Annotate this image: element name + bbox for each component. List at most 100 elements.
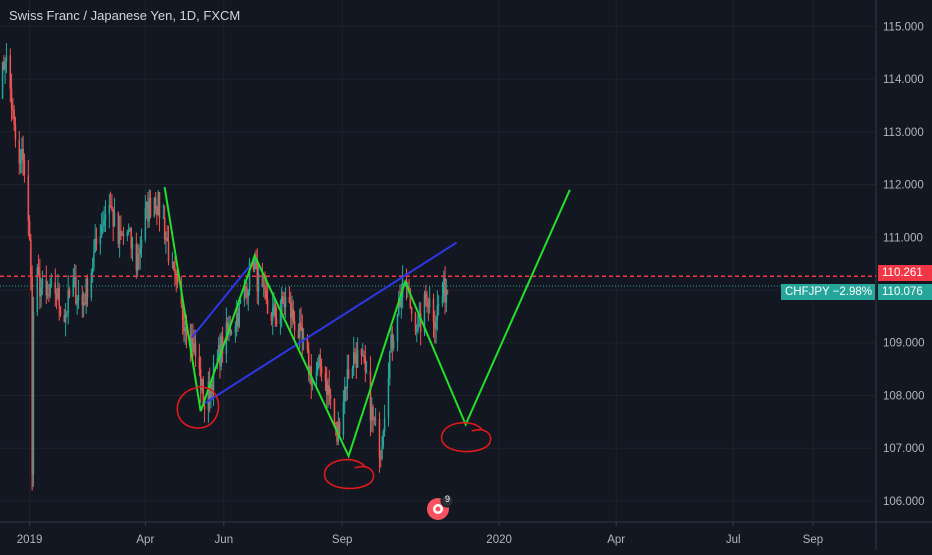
candle-body bbox=[284, 297, 287, 308]
candle-body bbox=[378, 419, 381, 458]
candle-body bbox=[327, 385, 329, 395]
candle-body bbox=[167, 241, 170, 263]
candle-body bbox=[257, 273, 260, 292]
candle-body bbox=[81, 295, 84, 306]
candle-body bbox=[144, 207, 147, 240]
candle-body bbox=[262, 285, 265, 287]
candle-body bbox=[194, 343, 197, 357]
candle-body bbox=[153, 197, 156, 217]
candle-body bbox=[266, 299, 269, 314]
candle-body bbox=[12, 108, 14, 111]
candle-body bbox=[289, 302, 292, 318]
x-tick-label: 2020 bbox=[486, 534, 512, 546]
candle-body bbox=[271, 307, 274, 321]
candle-body bbox=[156, 208, 158, 215]
event-flag-icon bbox=[427, 494, 454, 520]
candle-body bbox=[55, 293, 58, 299]
candle-body bbox=[64, 313, 67, 323]
candle-body bbox=[5, 55, 8, 62]
candle-body bbox=[68, 290, 71, 297]
candle-body bbox=[280, 296, 283, 313]
candle-body bbox=[14, 124, 17, 140]
candle-body bbox=[108, 205, 111, 214]
candle-body bbox=[117, 212, 120, 244]
candle-body bbox=[360, 349, 363, 356]
candle-body bbox=[129, 228, 131, 232]
candle-body bbox=[328, 385, 331, 395]
candle-body bbox=[364, 357, 367, 372]
candle-body bbox=[389, 352, 391, 379]
candle-body bbox=[95, 238, 98, 245]
candle-body bbox=[40, 288, 42, 297]
candle-body bbox=[243, 286, 246, 301]
candle-body bbox=[264, 285, 266, 291]
candle-body bbox=[346, 369, 349, 389]
candle-body bbox=[235, 313, 238, 327]
candle-body bbox=[333, 398, 336, 423]
candle-body bbox=[409, 289, 412, 308]
candle-body bbox=[347, 369, 350, 379]
candle-body bbox=[94, 238, 96, 253]
blue-channel-line bbox=[203, 241, 458, 405]
candle-body bbox=[334, 422, 337, 424]
candle-body bbox=[301, 326, 304, 341]
candle-body bbox=[1, 61, 4, 99]
candle-body bbox=[361, 354, 364, 356]
candle-body bbox=[318, 355, 320, 363]
candle-body bbox=[307, 349, 310, 375]
candle-body bbox=[58, 287, 60, 307]
candle-body bbox=[382, 431, 385, 447]
candle-body bbox=[342, 402, 345, 435]
candle-body bbox=[283, 303, 286, 308]
candle-body bbox=[77, 295, 80, 301]
last-price-tag: 110.076 bbox=[878, 284, 932, 300]
candle-body bbox=[84, 302, 86, 305]
candle-body bbox=[102, 225, 104, 227]
candle-body bbox=[4, 61, 6, 70]
candle-body bbox=[291, 309, 293, 318]
candle-body bbox=[46, 294, 49, 296]
candle-body bbox=[10, 88, 13, 109]
candle-body bbox=[435, 319, 437, 329]
red-swirl-marker bbox=[323, 458, 375, 490]
red-swirl-marker bbox=[440, 421, 492, 453]
candle-body bbox=[248, 262, 251, 291]
events-badge[interactable]: 9 bbox=[426, 493, 456, 523]
candle-body bbox=[373, 418, 376, 420]
candle-body bbox=[414, 313, 417, 332]
candle-body bbox=[237, 313, 239, 327]
candle-body bbox=[120, 230, 122, 236]
candle-body bbox=[434, 322, 436, 329]
candle-body bbox=[410, 307, 413, 314]
candle-body bbox=[261, 273, 264, 286]
candle-body bbox=[383, 418, 386, 432]
candle-body bbox=[72, 278, 75, 297]
x-tick-label: Sep bbox=[332, 534, 352, 546]
candle-body bbox=[325, 381, 328, 395]
candle-body bbox=[118, 230, 121, 244]
candle-body bbox=[176, 278, 179, 284]
candle-body bbox=[246, 288, 248, 298]
candle-body bbox=[28, 220, 31, 240]
chart-title: Swiss Franc / Japanese Yen, 1D, FXCM bbox=[9, 8, 241, 23]
candle-body bbox=[162, 217, 165, 219]
candle-body bbox=[165, 237, 167, 240]
candle-body bbox=[391, 334, 394, 348]
y-tick-label: 114.000 bbox=[883, 74, 924, 86]
candle-body bbox=[445, 289, 448, 303]
candle-body bbox=[239, 300, 242, 304]
candle-body bbox=[423, 293, 426, 332]
y-tick-label: 108.000 bbox=[883, 390, 925, 402]
candle-body bbox=[183, 320, 185, 332]
x-tick-label: 2019 bbox=[17, 534, 43, 546]
candle-body bbox=[253, 259, 256, 270]
candle-body bbox=[145, 202, 148, 208]
candle-body bbox=[302, 337, 305, 341]
candle-body bbox=[126, 231, 129, 237]
candle-body bbox=[49, 284, 51, 296]
candle-body bbox=[41, 279, 44, 289]
candle-body bbox=[355, 355, 358, 368]
